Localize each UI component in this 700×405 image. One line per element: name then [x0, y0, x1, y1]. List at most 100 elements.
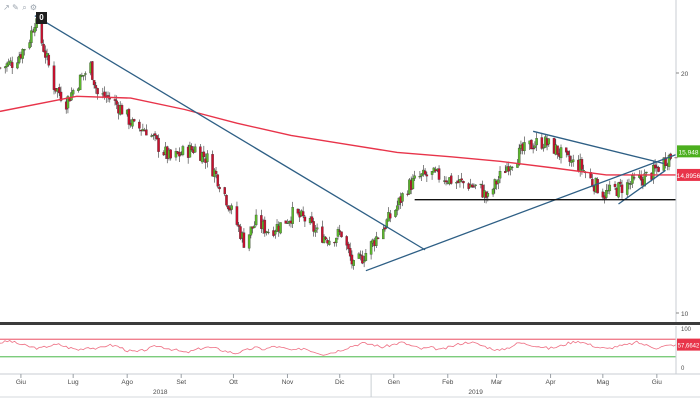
candle-body: [504, 170, 507, 174]
candle-body: [7, 61, 10, 66]
zoom-icon[interactable]: ⌕: [22, 3, 27, 12]
candle-body: [664, 157, 667, 167]
ma-value-label: 14,8956: [677, 173, 700, 180]
candle-body: [315, 227, 319, 230]
candle-body: [411, 178, 415, 189]
candle-body: [71, 90, 75, 95]
candle-body: [423, 170, 427, 175]
candle-body: [92, 80, 96, 86]
candle-body: [247, 234, 251, 249]
candle-body: [385, 219, 389, 228]
candle-body: [21, 49, 24, 59]
x-tick-label: Feb: [442, 379, 454, 386]
candle-body: [296, 208, 300, 214]
trendline[interactable]: [365, 154, 677, 272]
candle-body: [620, 184, 624, 194]
candle-body: [113, 99, 117, 101]
candle-body: [566, 151, 570, 156]
candle-body: [362, 260, 366, 263]
rsi-value-label: 57,6642: [678, 344, 700, 350]
candle-body: [568, 155, 571, 162]
candle-body: [235, 206, 239, 225]
candle-body: [389, 213, 392, 219]
rsi-value-tag: [677, 338, 700, 351]
candle-body: [591, 179, 594, 186]
candle-body: [376, 237, 380, 239]
candle-body: [629, 183, 632, 185]
last-price-tag: [677, 145, 700, 158]
moving-average-line: [0, 95, 676, 176]
candle-body: [559, 147, 563, 159]
candle-body: [338, 230, 341, 232]
candle-body: [580, 159, 584, 170]
candle-body: [132, 119, 136, 122]
candle-body: [310, 216, 314, 223]
candle-body: [30, 30, 33, 44]
candle-body: [223, 187, 227, 195]
candle-body: [498, 171, 502, 179]
x-tick-label: Gen: [388, 379, 401, 386]
candle-body: [375, 236, 378, 246]
candle-body: [542, 147, 545, 149]
candle-body: [45, 53, 49, 57]
candle-body: [322, 236, 326, 243]
candle-body: [657, 167, 660, 172]
trendline[interactable]: [532, 130, 664, 165]
candle-body: [115, 100, 118, 105]
candle-body: [347, 243, 350, 250]
candle-body: [127, 109, 131, 125]
candle-body: [613, 183, 617, 187]
candle-body: [16, 62, 19, 69]
candle-body: [359, 254, 362, 256]
candle-body: [530, 139, 533, 150]
candle-body: [211, 154, 214, 177]
candle-body: [150, 135, 153, 137]
trendline[interactable]: [618, 169, 666, 205]
trendline[interactable]: [34, 15, 426, 251]
candle-body: [78, 74, 82, 91]
candle-body: [437, 168, 441, 180]
candle-body: [202, 151, 206, 158]
x-tick-label: Nov: [282, 379, 294, 386]
candle-body: [474, 184, 477, 186]
candle-body: [263, 219, 267, 234]
candle-body: [226, 205, 230, 210]
candle-body: [535, 138, 538, 146]
settings-icon[interactable]: ⚙: [29, 3, 38, 12]
candle-body: [653, 164, 657, 169]
candle-body: [57, 87, 61, 94]
candle-body: [336, 229, 340, 237]
candle-body: [627, 183, 631, 185]
candle-body: [533, 145, 537, 148]
candle-body: [470, 184, 474, 188]
candle-body: [444, 180, 448, 183]
candle-body: [193, 146, 197, 153]
candle-body: [3, 66, 7, 69]
arrow-icon[interactable]: ↗: [3, 3, 10, 12]
candle-body: [131, 119, 134, 127]
candle-body: [335, 237, 338, 244]
candle-body: [249, 226, 253, 236]
candle-body: [237, 224, 240, 227]
last-price-label: 15,948: [679, 149, 699, 156]
candle-body: [352, 260, 355, 266]
toolbar-badge[interactable]: 0: [36, 12, 47, 24]
x-tick-label: Ago: [121, 379, 133, 386]
candle-body: [10, 62, 14, 68]
y-tick-label: 20: [681, 71, 689, 78]
candle-body: [42, 43, 45, 52]
candle-body: [23, 49, 26, 51]
candle-body: [145, 129, 148, 136]
candle-body: [564, 147, 568, 153]
candle-body: [190, 146, 193, 151]
candle-body: [608, 184, 612, 192]
candle-body: [254, 214, 258, 226]
pencil-icon[interactable]: ✎: [12, 3, 19, 12]
candle-body: [479, 183, 483, 185]
candle-body: [141, 129, 145, 132]
candle-body: [286, 222, 289, 224]
candle-body: [206, 153, 209, 162]
ma-value-tag: [677, 168, 700, 181]
candle-body: [181, 146, 185, 155]
